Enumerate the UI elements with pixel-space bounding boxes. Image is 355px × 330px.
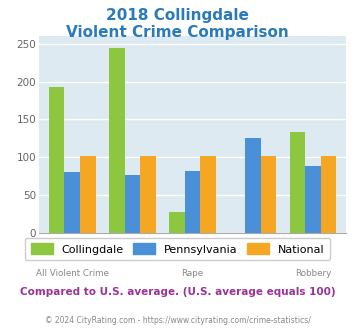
Text: Aggravated Assault: Aggravated Assault <box>89 248 175 256</box>
Bar <box>290 132 305 233</box>
Text: Violent Crime Comparison: Violent Crime Comparison <box>66 25 289 40</box>
Bar <box>169 212 185 233</box>
Bar <box>261 156 276 233</box>
Text: Robbery: Robbery <box>295 269 331 278</box>
Bar <box>125 175 140 233</box>
Text: Compared to U.S. average. (U.S. average equals 100): Compared to U.S. average. (U.S. average … <box>20 287 335 297</box>
Bar <box>185 172 201 233</box>
Bar <box>140 156 156 233</box>
Bar <box>201 156 216 233</box>
Text: Rape: Rape <box>181 269 204 278</box>
Legend: Collingdale, Pennsylvania, National: Collingdale, Pennsylvania, National <box>25 238 330 260</box>
Bar <box>64 172 80 233</box>
Text: 2018 Collingdale: 2018 Collingdale <box>106 8 249 23</box>
Bar <box>49 87 64 233</box>
Text: Murder & Mans...: Murder & Mans... <box>216 248 290 256</box>
Text: All Violent Crime: All Violent Crime <box>36 269 109 278</box>
Bar <box>245 138 261 233</box>
Bar <box>305 166 321 233</box>
Bar <box>321 156 337 233</box>
Bar <box>80 156 95 233</box>
Text: © 2024 CityRating.com - https://www.cityrating.com/crime-statistics/: © 2024 CityRating.com - https://www.city… <box>45 315 310 325</box>
Bar <box>109 48 125 233</box>
